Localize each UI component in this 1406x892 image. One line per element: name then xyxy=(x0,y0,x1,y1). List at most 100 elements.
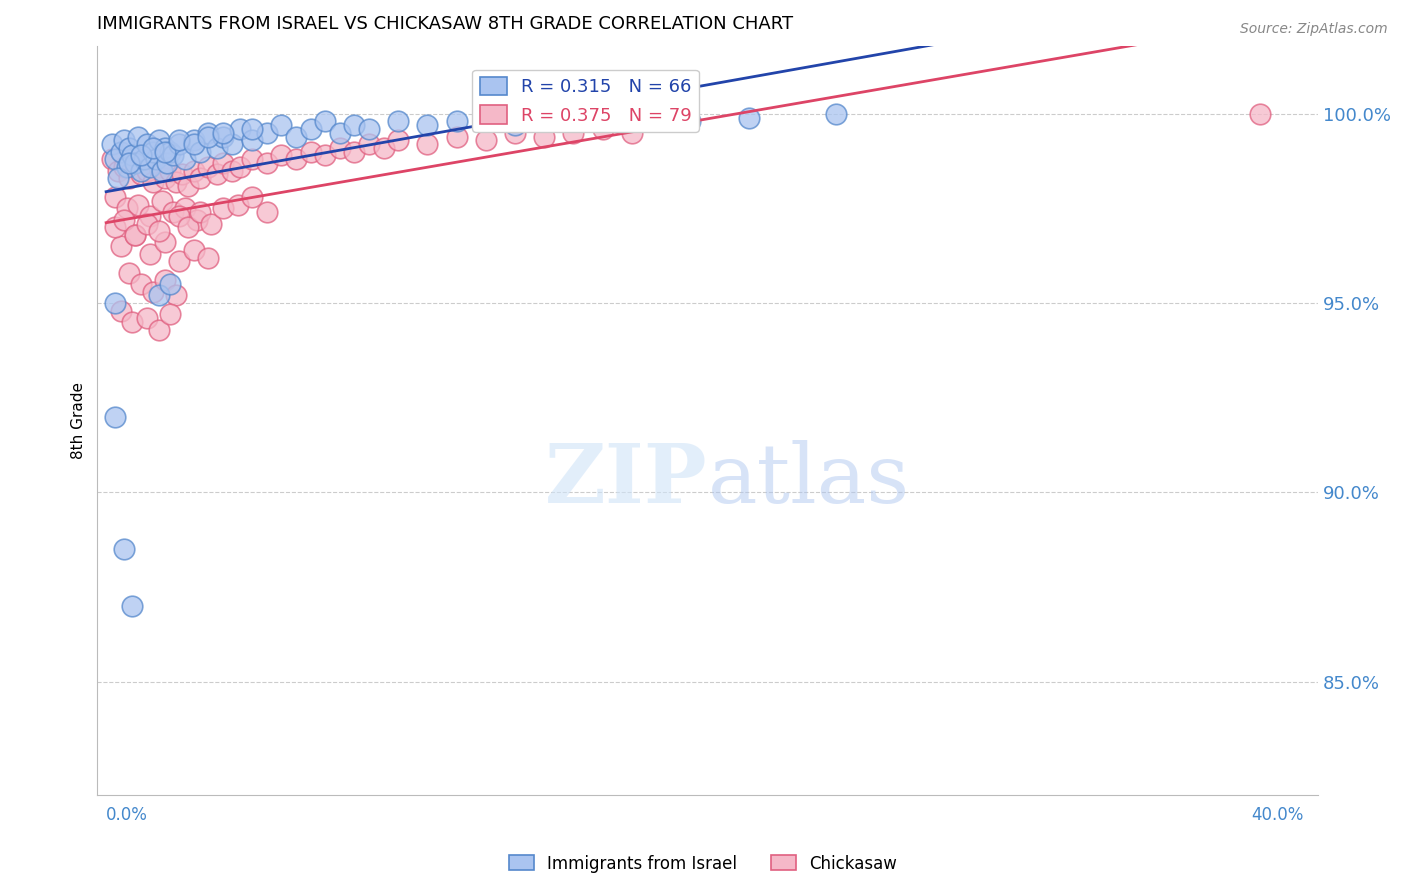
Point xyxy=(112,160,135,174)
Point xyxy=(475,133,498,147)
Point xyxy=(825,107,848,121)
Point xyxy=(562,111,585,125)
Point xyxy=(110,239,132,253)
Point xyxy=(112,212,135,227)
Point xyxy=(148,322,170,336)
Point xyxy=(142,145,165,159)
Point xyxy=(124,227,146,242)
Point xyxy=(177,220,200,235)
Point xyxy=(156,156,179,170)
Point xyxy=(212,156,235,170)
Point xyxy=(592,122,614,136)
Point xyxy=(148,288,170,302)
Point xyxy=(446,114,468,128)
Point xyxy=(139,160,162,174)
Point xyxy=(110,145,132,159)
Text: 40.0%: 40.0% xyxy=(1251,806,1303,824)
Point xyxy=(174,202,197,216)
Text: Source: ZipAtlas.com: Source: ZipAtlas.com xyxy=(1240,22,1388,37)
Point xyxy=(124,156,146,170)
Point xyxy=(183,133,205,147)
Text: atlas: atlas xyxy=(707,441,910,520)
Point xyxy=(314,148,336,162)
Point xyxy=(329,141,352,155)
Point xyxy=(118,156,141,170)
Point xyxy=(1249,107,1271,121)
Point xyxy=(387,114,409,128)
Point xyxy=(159,277,181,292)
Point xyxy=(446,129,468,144)
Text: IMMIGRANTS FROM ISRAEL VS CHICKASAW 8TH GRADE CORRELATION CHART: IMMIGRANTS FROM ISRAEL VS CHICKASAW 8TH … xyxy=(97,15,793,33)
Point xyxy=(121,599,143,613)
Point xyxy=(127,129,149,144)
Point xyxy=(118,171,141,186)
Point xyxy=(188,171,211,186)
Point xyxy=(162,148,184,162)
Point xyxy=(104,190,127,204)
Point xyxy=(115,202,138,216)
Point xyxy=(183,137,205,152)
Point xyxy=(153,171,176,186)
Point xyxy=(533,114,555,128)
Point xyxy=(104,409,127,424)
Point xyxy=(107,171,129,186)
Point xyxy=(270,118,292,132)
Point xyxy=(197,126,219,140)
Point xyxy=(229,122,252,136)
Point xyxy=(159,163,181,178)
Point xyxy=(503,118,526,132)
Point xyxy=(212,202,235,216)
Point xyxy=(142,141,165,155)
Point xyxy=(121,315,143,329)
Point xyxy=(139,247,162,261)
Point xyxy=(139,209,162,223)
Text: ZIP: ZIP xyxy=(546,441,707,520)
Point xyxy=(129,167,152,181)
Point xyxy=(165,175,187,189)
Point xyxy=(148,224,170,238)
Point xyxy=(129,148,152,162)
Point xyxy=(299,122,322,136)
Point xyxy=(212,126,235,140)
Point xyxy=(112,542,135,557)
Point xyxy=(167,254,190,268)
Point xyxy=(357,137,380,152)
Point xyxy=(620,126,643,140)
Point xyxy=(221,163,243,178)
Point xyxy=(142,285,165,299)
Text: 0.0%: 0.0% xyxy=(105,806,148,824)
Point xyxy=(562,126,585,140)
Point xyxy=(136,311,159,326)
Point xyxy=(270,148,292,162)
Point xyxy=(183,243,205,257)
Point xyxy=(101,137,124,152)
Point xyxy=(148,133,170,147)
Point xyxy=(167,137,190,152)
Point xyxy=(284,152,307,166)
Point xyxy=(167,133,190,147)
Point xyxy=(299,145,322,159)
Point xyxy=(153,141,176,155)
Point xyxy=(329,126,352,140)
Point xyxy=(183,163,205,178)
Point xyxy=(256,126,278,140)
Point xyxy=(153,273,176,287)
Point xyxy=(188,145,211,159)
Point xyxy=(129,277,152,292)
Point xyxy=(132,152,155,166)
Point xyxy=(118,141,141,155)
Point xyxy=(121,148,143,162)
Point xyxy=(503,126,526,140)
Point xyxy=(197,160,219,174)
Point xyxy=(475,111,498,125)
Point xyxy=(737,111,759,125)
Point xyxy=(186,212,208,227)
Point xyxy=(104,152,127,166)
Point xyxy=(212,129,235,144)
Legend: R = 0.315   N = 66, R = 0.375   N = 79: R = 0.315 N = 66, R = 0.375 N = 79 xyxy=(472,70,699,132)
Point xyxy=(129,163,152,178)
Point xyxy=(229,160,252,174)
Point xyxy=(115,160,138,174)
Point xyxy=(679,114,702,128)
Point xyxy=(142,175,165,189)
